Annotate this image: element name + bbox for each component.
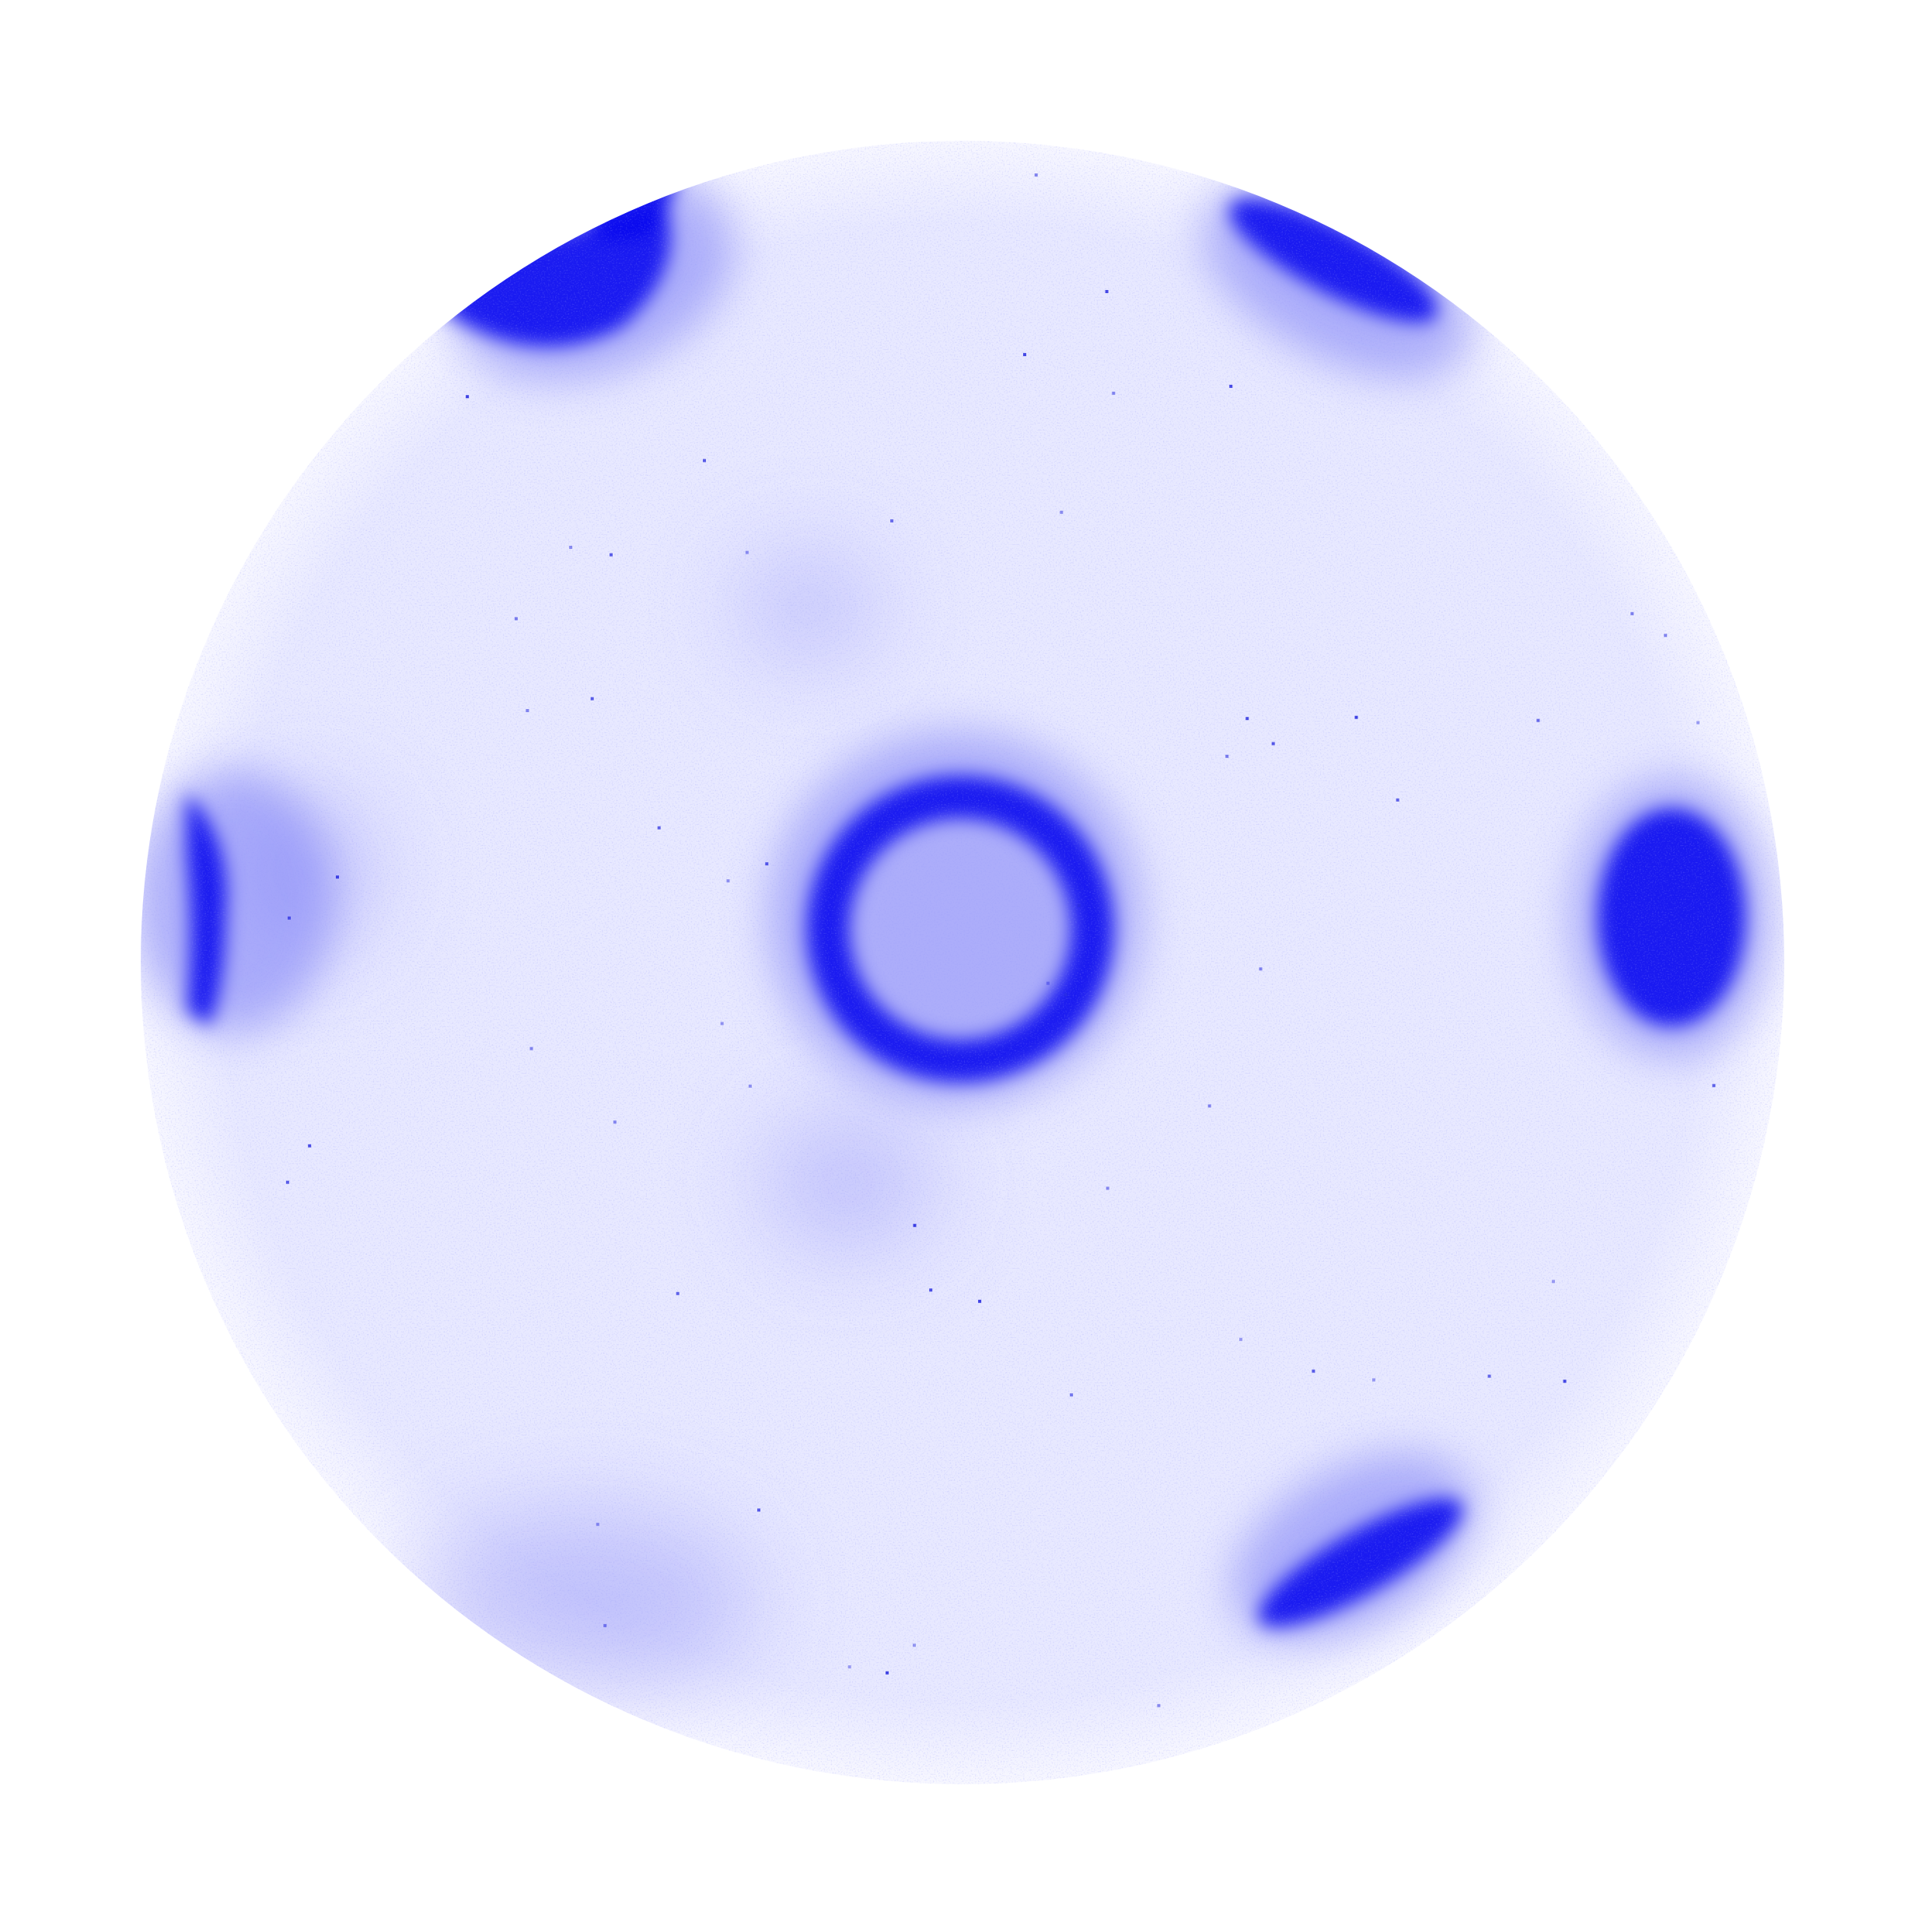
speckle-dot bbox=[569, 546, 573, 549]
speckle-dot bbox=[1312, 1369, 1315, 1373]
speckle-dot bbox=[1630, 612, 1634, 616]
speckle-dot bbox=[847, 1665, 851, 1668]
speckle-dot bbox=[1077, 903, 1081, 907]
speckle-dot bbox=[676, 1291, 680, 1295]
speckle-dot bbox=[1239, 1337, 1242, 1341]
speckle-dot bbox=[1259, 967, 1263, 971]
speckle-dot bbox=[1106, 1186, 1109, 1190]
speckle-dot bbox=[978, 1299, 982, 1303]
speckle-dot bbox=[703, 459, 706, 463]
speckle-dot bbox=[765, 862, 769, 866]
speckle-dot bbox=[886, 1671, 889, 1675]
speckle-dot bbox=[745, 550, 749, 554]
speckle-dot bbox=[1271, 742, 1275, 746]
speckle-dot bbox=[1552, 1280, 1555, 1284]
speckle-dot bbox=[748, 1085, 752, 1088]
speckle-dot bbox=[890, 519, 894, 522]
speckle-dot bbox=[657, 826, 661, 830]
speckle-dot bbox=[1225, 754, 1229, 758]
speckle-dot bbox=[929, 1288, 933, 1292]
speckle-dot bbox=[1105, 290, 1109, 293]
speckle-dot bbox=[590, 697, 594, 700]
speckle-dot bbox=[1712, 1084, 1716, 1088]
speckle-dot bbox=[1487, 1375, 1491, 1378]
speckle-dot bbox=[1696, 721, 1700, 725]
speckle-dot bbox=[1157, 1703, 1161, 1707]
speckle-dot bbox=[288, 916, 291, 920]
speckle-dot bbox=[1034, 173, 1038, 177]
speckle-dot bbox=[1046, 981, 1050, 985]
speckle-dot bbox=[1064, 993, 1067, 997]
speckle-dot bbox=[726, 879, 730, 882]
speckle-hits bbox=[285, 173, 1716, 1707]
speckle-dot bbox=[466, 395, 470, 399]
speckle-dot bbox=[1664, 634, 1668, 638]
speckle-dot bbox=[1563, 1379, 1567, 1383]
speckle-dot bbox=[603, 1623, 607, 1627]
speckle-dot bbox=[1023, 353, 1026, 357]
speckle-dot bbox=[1372, 1378, 1375, 1382]
speckle-dot bbox=[720, 1022, 724, 1025]
speckle-dot bbox=[913, 1644, 916, 1647]
speckle-dot bbox=[1396, 798, 1399, 802]
speckle-dot bbox=[514, 617, 518, 620]
speckle-dot bbox=[1536, 718, 1540, 722]
speckle-dot bbox=[1207, 1104, 1211, 1108]
speckle-dot bbox=[1060, 510, 1064, 514]
speckle-dot bbox=[526, 709, 529, 712]
speckle-dot bbox=[1229, 384, 1233, 388]
speckle-dot bbox=[529, 1046, 533, 1050]
speckle-dot bbox=[913, 1224, 917, 1228]
speckle-dot bbox=[1112, 391, 1116, 395]
speckle-dot bbox=[757, 1508, 760, 1512]
speckle-dot bbox=[308, 1144, 312, 1148]
speckle-dot bbox=[1354, 715, 1358, 719]
speckle-dot bbox=[1070, 1393, 1074, 1397]
speckle-dot bbox=[610, 553, 613, 557]
speckle-dot bbox=[596, 1522, 599, 1526]
speckle-dot bbox=[613, 1120, 617, 1124]
speckle-dot bbox=[285, 1180, 289, 1184]
speckle-dot bbox=[336, 875, 339, 879]
speckle-dot bbox=[1245, 717, 1249, 721]
